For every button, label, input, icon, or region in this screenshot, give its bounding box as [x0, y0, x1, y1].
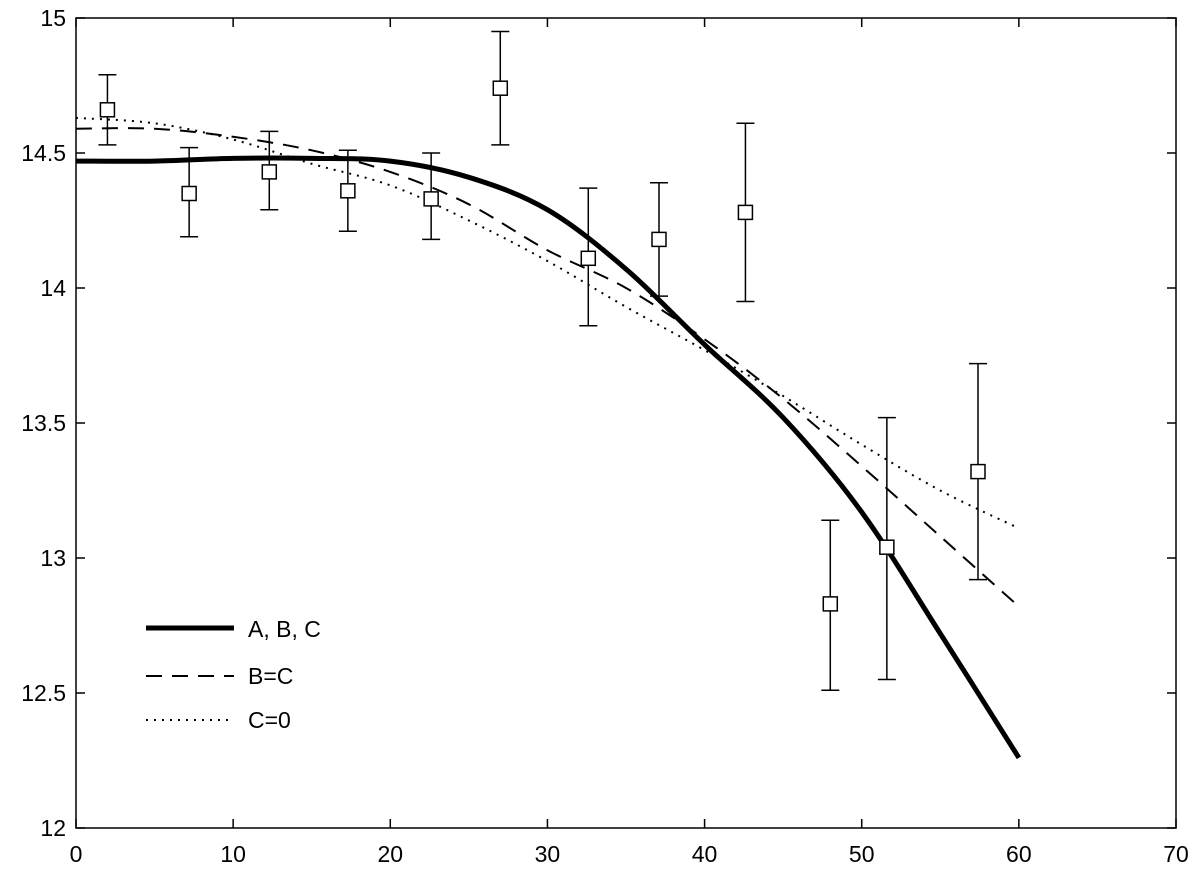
y-tick-label: 12.5 [21, 680, 66, 706]
x-tick-labels: 0 10 20 30 40 50 60 70 [70, 841, 1189, 867]
legend: A, B, C B=C C=0 [146, 616, 321, 733]
data-point-marker [737, 204, 754, 221]
x-tick-label: 0 [70, 841, 83, 867]
series-line-dashed [75, 127, 1020, 608]
data-point-marker [492, 80, 509, 96]
plot-area [75, 17, 1177, 829]
data-point-marker [423, 191, 439, 207]
y-tick-label: 15 [40, 5, 66, 31]
x-tick-label: 40 [692, 841, 718, 867]
x-tick-label: 60 [1006, 841, 1032, 867]
x-tick-label: 20 [377, 841, 403, 867]
data-markers [99, 80, 986, 612]
x-tick-label: 70 [1163, 841, 1189, 867]
legend-label: B=C [248, 663, 293, 689]
legend-label: C=0 [248, 707, 291, 733]
y-tick-label: 13 [40, 545, 66, 571]
data-point-marker [822, 596, 839, 612]
data-point-marker [261, 164, 278, 180]
data-point-marker [651, 231, 667, 248]
y-tick-label: 12 [40, 815, 66, 841]
data-point-marker [340, 183, 356, 199]
y-tick-label: 13.5 [21, 410, 66, 436]
data-point-marker [879, 539, 895, 555]
data-point-marker [181, 185, 197, 202]
data-point-marker [580, 250, 597, 267]
y-tick-label: 14 [40, 275, 66, 301]
x-tick-label: 30 [535, 841, 561, 867]
axis-ticks [75, 17, 1177, 829]
series-line-dotted [75, 116, 1020, 530]
x-tick-label: 50 [849, 841, 875, 867]
data-point-marker [99, 102, 116, 118]
data-point-marker [970, 463, 986, 480]
y-tick-label: 14.5 [21, 140, 66, 166]
legend-label: A, B, C [248, 616, 321, 642]
x-tick-label: 10 [220, 841, 246, 867]
y-tick-labels: 12 12.5 13 13.5 14 14.5 15 [21, 5, 66, 841]
